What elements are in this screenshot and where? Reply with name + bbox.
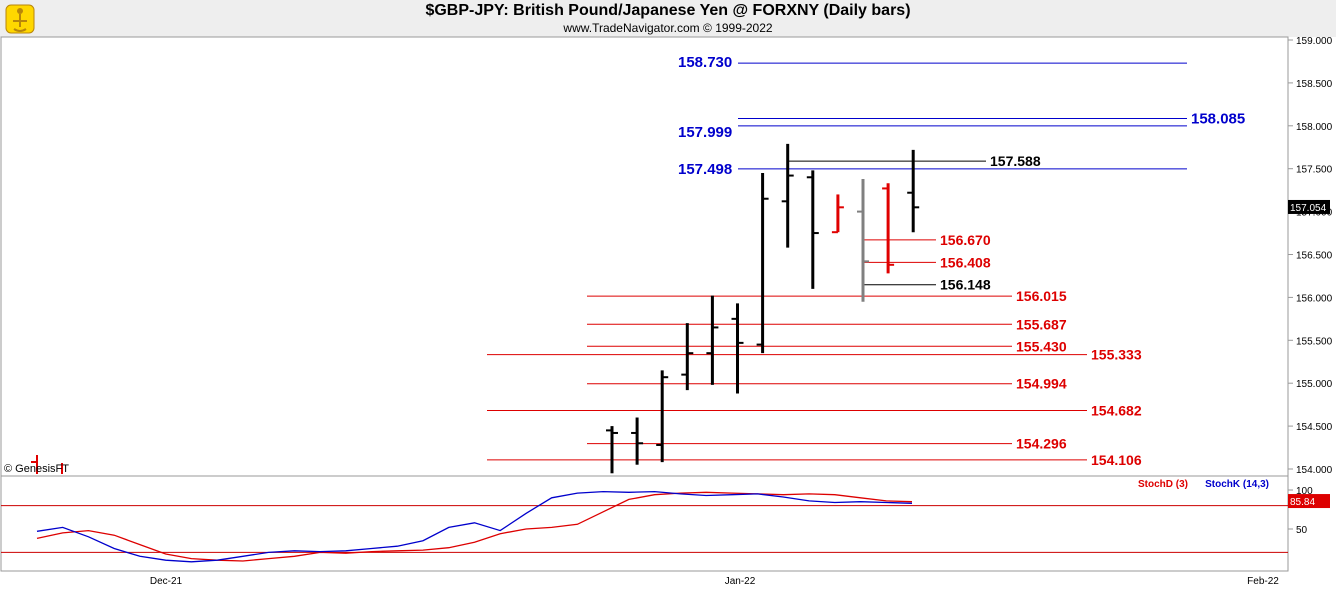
trade-navigator-logo-icon: [5, 4, 35, 34]
resistance-label: 158.085: [1191, 111, 1245, 128]
stoch-last-value-box: [1288, 494, 1330, 509]
stoch-series-line: [36, 490, 913, 563]
stoch-k-legend: StochK (14,3): [1205, 479, 1269, 490]
resistance-label: 158.730: [678, 54, 732, 71]
y-tick-label: 158.000: [1296, 122, 1333, 133]
panel-frames: [0, 36, 1289, 572]
stoch-y-tick-label: 50: [1296, 525, 1308, 536]
y-tick-label: 156.500: [1296, 251, 1333, 262]
support-label: 156.015: [1016, 288, 1067, 304]
pivot-label: 156.148: [940, 277, 991, 293]
y-tick-label: 155.500: [1296, 336, 1333, 347]
stoch-last-value-label: 85.84: [1290, 497, 1315, 508]
y-tick-label: 155.000: [1296, 379, 1333, 390]
resistance-label: 157.498: [678, 161, 732, 178]
resistance-label: 157.999: [678, 124, 732, 141]
title-bar: [0, 0, 1336, 37]
y-tick-label: 157.500: [1296, 165, 1333, 176]
y-tick-label: 159.000: [1296, 36, 1333, 47]
support-label: 156.408: [940, 254, 991, 270]
support-label: 155.333: [1091, 347, 1142, 363]
pivot-label: 157.588: [990, 153, 1041, 169]
support-label: 155.687: [1016, 316, 1067, 332]
axes: 154.000 154.500 155.000 155.500 156.000 156.5…: [150, 36, 1333, 587]
x-tick-label: Jan-22: [725, 576, 756, 587]
support-label: 154.682: [1091, 402, 1142, 418]
y-tick-label: 154.000: [1296, 465, 1333, 476]
stoch-series-line: [36, 491, 913, 562]
watermark-label: © GenesisFT: [4, 463, 69, 475]
stoch-d-legend: StochD (3): [1138, 479, 1188, 490]
support-label: 154.296: [1016, 436, 1067, 452]
support-label: 155.430: [1016, 338, 1067, 354]
chart-subtitle: www.TradeNavigator.com © 1999-2022: [563, 21, 773, 35]
y-tick-label: 156.000: [1296, 293, 1333, 304]
last-price-box: [1288, 199, 1330, 214]
chart-frame: [0, 36, 1289, 572]
price-levels: 158.730 158.085 157.999 157.498 156.670 156.4…: [487, 54, 1245, 468]
support-label: 154.994: [1016, 376, 1067, 392]
x-tick-label: Dec-21: [150, 576, 183, 587]
last-price-label: 157.054: [1290, 203, 1327, 214]
price-bars: [31, 143, 920, 474]
x-tick-label: Feb-22: [1247, 576, 1279, 587]
y-tick-label: 158.500: [1296, 79, 1333, 90]
chart-title: $GBP-JPY: British Pound/Japanese Yen @ F…: [425, 2, 911, 19]
stoch-y-tick-label: 100: [1296, 486, 1313, 497]
support-label: 154.106: [1091, 452, 1142, 468]
support-label: 156.670: [940, 232, 991, 248]
y-tick-label: 154.500: [1296, 422, 1333, 433]
